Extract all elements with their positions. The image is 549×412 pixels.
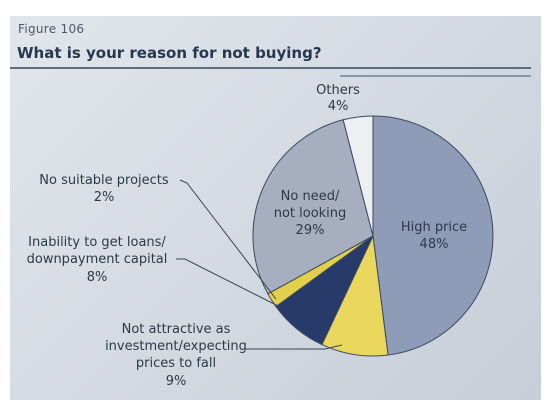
label-not-attractive-line1: Not attractive as [122,322,231,337]
label-high-price-name: High price [401,220,467,235]
label-high-price-pct: 48% [420,237,449,252]
pie-slice-4 [252,119,374,295]
leader-line-not-attractive [246,344,343,350]
label-not-attractive-line3: prices to fall [136,356,216,371]
leader-line-no-suitable [179,179,277,300]
label-not-attractive-pct: 9% [166,374,187,389]
label-no-need-line1: No need/ [281,189,340,204]
pie-slice-5 [342,115,374,237]
label-no-need-pct: 29% [296,223,325,238]
pie-slices [252,115,494,357]
title-underline [10,67,531,69]
label-no-need-line2: not looking [274,206,347,221]
figure-label: Figure 106 [18,22,85,36]
label-no-suitable-name: No suitable projects [39,173,169,188]
label-others-name: Others [316,83,360,98]
label-others-pct: 4% [328,99,349,114]
leader-line-inability [176,258,283,309]
label-no-suitable-pct: 2% [94,190,115,205]
title-underline-secondary [340,75,531,77]
label-inability-pct: 8% [87,270,108,285]
label-not-attractive-line2: investment/expecting [105,339,247,354]
leader-lines [176,179,343,350]
label-inability-line1: Inability to get loans/ [28,235,166,250]
pie-slice-0 [372,115,494,356]
chart-title: What is your reason for not buying? [17,44,322,62]
label-inability-line2: downpayment capital [27,252,168,267]
